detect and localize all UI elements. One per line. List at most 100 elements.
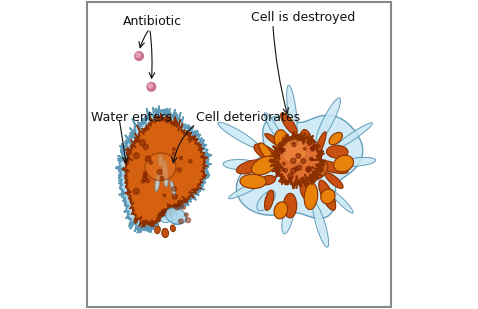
Circle shape — [311, 158, 313, 160]
Polygon shape — [269, 131, 326, 189]
Circle shape — [278, 149, 283, 154]
Circle shape — [297, 165, 302, 170]
Ellipse shape — [330, 190, 353, 213]
Circle shape — [182, 205, 185, 209]
Text: Antibiotic: Antibiotic — [123, 15, 183, 28]
Ellipse shape — [321, 189, 335, 204]
Ellipse shape — [304, 183, 318, 210]
Ellipse shape — [228, 180, 265, 199]
Circle shape — [294, 167, 298, 171]
Text: Cell deteriorates: Cell deteriorates — [196, 111, 300, 124]
Circle shape — [149, 161, 152, 164]
Ellipse shape — [282, 195, 295, 234]
Circle shape — [282, 149, 285, 152]
Circle shape — [159, 213, 162, 215]
Circle shape — [147, 83, 156, 91]
Circle shape — [177, 168, 181, 172]
Ellipse shape — [130, 152, 139, 157]
Ellipse shape — [334, 155, 354, 172]
Ellipse shape — [264, 190, 274, 210]
Ellipse shape — [274, 202, 288, 219]
Ellipse shape — [251, 156, 277, 175]
Ellipse shape — [274, 130, 287, 148]
Ellipse shape — [223, 159, 259, 170]
Circle shape — [172, 186, 176, 191]
Ellipse shape — [170, 181, 175, 196]
Polygon shape — [115, 106, 212, 233]
Circle shape — [291, 158, 296, 163]
Ellipse shape — [264, 113, 282, 141]
Circle shape — [296, 154, 301, 159]
Circle shape — [179, 219, 183, 223]
Ellipse shape — [257, 191, 275, 211]
Circle shape — [142, 176, 147, 181]
Ellipse shape — [254, 144, 278, 162]
Ellipse shape — [313, 203, 329, 247]
Ellipse shape — [326, 145, 348, 158]
Circle shape — [174, 204, 180, 210]
Ellipse shape — [162, 159, 168, 187]
Ellipse shape — [120, 159, 137, 168]
Circle shape — [280, 148, 283, 152]
Ellipse shape — [172, 220, 181, 225]
Circle shape — [143, 174, 147, 178]
Circle shape — [306, 166, 312, 172]
Circle shape — [304, 147, 306, 150]
Circle shape — [185, 218, 191, 223]
Ellipse shape — [260, 176, 275, 185]
Ellipse shape — [316, 98, 340, 143]
Text: Cell is destroyed: Cell is destroyed — [251, 11, 356, 24]
Circle shape — [179, 156, 183, 159]
Ellipse shape — [155, 173, 160, 191]
Ellipse shape — [165, 208, 186, 224]
Circle shape — [172, 194, 177, 199]
Circle shape — [309, 157, 313, 160]
Ellipse shape — [162, 228, 169, 238]
Circle shape — [163, 194, 166, 197]
Ellipse shape — [259, 143, 273, 161]
Ellipse shape — [283, 193, 297, 218]
Circle shape — [173, 148, 175, 150]
Ellipse shape — [287, 85, 297, 135]
Circle shape — [141, 180, 145, 183]
Circle shape — [139, 140, 145, 146]
Circle shape — [162, 209, 166, 213]
Circle shape — [301, 159, 306, 163]
Circle shape — [148, 84, 152, 88]
Ellipse shape — [300, 129, 314, 158]
Circle shape — [288, 173, 293, 179]
Circle shape — [157, 169, 162, 174]
Circle shape — [291, 168, 296, 173]
Ellipse shape — [125, 170, 137, 176]
Text: Water enters: Water enters — [91, 111, 173, 124]
Ellipse shape — [265, 133, 290, 150]
Circle shape — [133, 153, 139, 159]
Circle shape — [306, 168, 311, 172]
Ellipse shape — [127, 182, 139, 188]
Ellipse shape — [236, 160, 265, 174]
Circle shape — [133, 188, 139, 194]
Circle shape — [185, 213, 188, 217]
Polygon shape — [122, 113, 208, 227]
Circle shape — [143, 144, 148, 150]
Circle shape — [135, 52, 143, 60]
Circle shape — [145, 156, 151, 162]
Ellipse shape — [313, 160, 348, 174]
Circle shape — [136, 53, 140, 57]
Ellipse shape — [300, 180, 314, 202]
Ellipse shape — [298, 159, 328, 181]
Circle shape — [282, 168, 284, 171]
Ellipse shape — [158, 154, 163, 167]
Ellipse shape — [340, 157, 376, 167]
Circle shape — [145, 179, 150, 183]
Circle shape — [143, 171, 147, 175]
Ellipse shape — [161, 216, 173, 222]
Circle shape — [282, 162, 285, 165]
Ellipse shape — [325, 173, 343, 188]
Circle shape — [160, 176, 164, 180]
Ellipse shape — [329, 132, 342, 145]
Ellipse shape — [319, 180, 336, 210]
Ellipse shape — [170, 225, 175, 232]
Ellipse shape — [155, 226, 160, 234]
Ellipse shape — [218, 122, 260, 148]
